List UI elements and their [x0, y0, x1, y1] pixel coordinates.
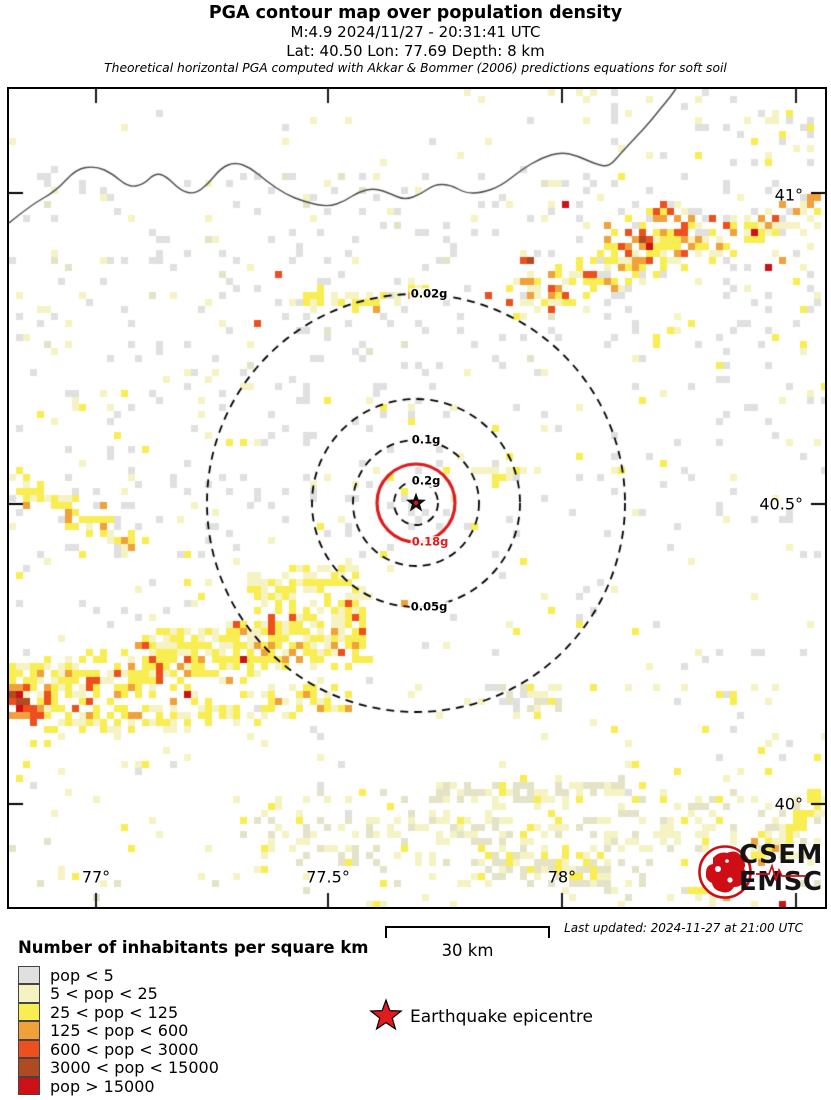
event-magnitude-time: M:4.9 2024/11/27 - 20:31:41 UTC	[290, 23, 541, 41]
lon-label-1: 77.5°	[306, 867, 350, 887]
epicentre-legend-label: Earthquake epicentre	[410, 1007, 593, 1027]
epicentre-star-icon	[369, 998, 403, 1031]
contour-label-3: 0.2g	[410, 473, 442, 488]
scale-bar-label: 30 km	[441, 941, 494, 960]
scale-bar	[385, 926, 550, 938]
legend-row: 3000 < pop < 15000	[18, 1058, 369, 1078]
legend-label: 3000 < pop < 15000	[50, 1058, 219, 1078]
csem-emsc-logo: CSEM EMSC	[697, 842, 825, 904]
legend-label: 5 < pop < 25	[50, 984, 158, 1004]
legend-swatch	[18, 984, 40, 1003]
contour-label-2: 0.1g	[410, 432, 442, 447]
legend-row: 5 < pop < 25	[18, 984, 369, 1004]
logo-line-csem: CSEM	[739, 840, 823, 870]
model-note: Theoretical horizontal PGA computed with…	[104, 61, 727, 75]
last-updated: Last updated: 2024-11-27 at 21:00 UTC	[564, 921, 803, 935]
header: PGA contour map over population density …	[0, 0, 831, 75]
legend-title: Number of inhabitants per square km	[18, 938, 369, 957]
page-title: PGA contour map over population density	[208, 3, 623, 23]
seismogram-icon	[756, 863, 806, 881]
population-legend: Number of inhabitants per square km pop …	[18, 938, 369, 1096]
contour-label-1: 0.05g	[409, 599, 449, 614]
legend-row: 125 < pop < 600	[18, 1021, 369, 1041]
legend-label: 25 < pop < 125	[50, 1002, 179, 1022]
legend-swatch	[18, 965, 40, 984]
contour-label-4: 0.18g	[410, 534, 450, 549]
emsc-globe-icon	[698, 845, 752, 899]
contour-label-0: 0.02g	[409, 286, 449, 301]
event-location-depth: Lat: 40.50 Lon: 77.69 Depth: 8 km	[286, 41, 545, 60]
legend-swatch	[18, 1002, 40, 1021]
lat-label-2: 40°	[774, 794, 803, 814]
epicenter-star-icon	[406, 492, 426, 512]
legend-swatch	[18, 1039, 40, 1058]
map-frame: 41° 40.5° 40° 77° 77.5° 78° 0.02g 0.05g …	[7, 87, 827, 909]
legend-swatch	[18, 1058, 40, 1077]
legend-label: 125 < pop < 600	[50, 1021, 189, 1041]
lat-label-1: 40.5°	[759, 494, 803, 514]
legend-swatch	[18, 1021, 40, 1040]
legend-row: pop < 5	[18, 965, 369, 985]
legend-label: pop > 15000	[50, 1076, 155, 1096]
logo-text: CSEM EMSC	[739, 842, 823, 896]
legend-row: 600 < pop < 3000	[18, 1039, 369, 1059]
legend-label: pop < 5	[50, 965, 114, 985]
legend-swatch	[18, 1076, 40, 1095]
lon-label-0: 77°	[81, 867, 111, 887]
lon-label-2: 78°	[547, 867, 577, 887]
legend-row: 25 < pop < 125	[18, 1002, 369, 1022]
lat-label-0: 41°	[774, 185, 803, 205]
legend-row: pop > 15000	[18, 1076, 369, 1096]
legend-label: 600 < pop < 3000	[50, 1039, 199, 1059]
